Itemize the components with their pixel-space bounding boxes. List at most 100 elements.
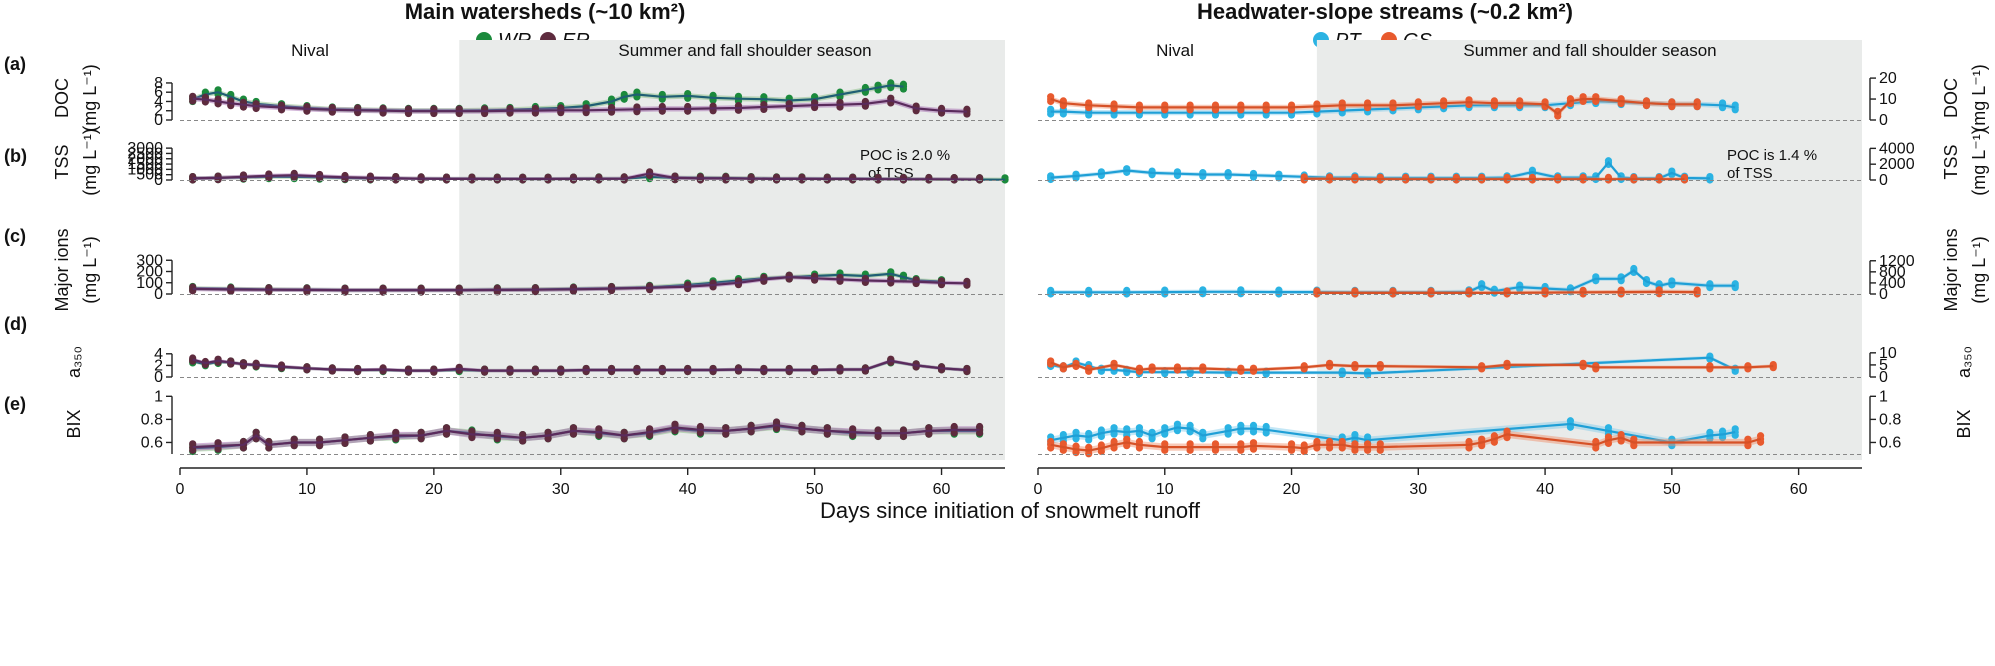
row-4-gs-median-line: [1050, 433, 1761, 452]
row-4-gs-point: [1161, 440, 1169, 448]
row-e-labels: (e) BIX BIX: [4, 394, 1974, 439]
row-4-pt-median-line: [1050, 422, 1736, 444]
row-a-ylabel-right: DOC: [1941, 78, 1961, 118]
row-4-gs-point: [1211, 446, 1220, 454]
row-4-pt-point: [1566, 417, 1575, 425]
row-4-pt-point: [1668, 442, 1676, 450]
row-2-right-ytick-label-0: 0: [1879, 286, 1888, 303]
row-4-er-point: [417, 435, 425, 443]
row-0-right-ytick-label-0: 0: [1879, 112, 1888, 129]
row-b-ylabel-left: TSS: [52, 144, 72, 179]
row-a-letter: (a): [4, 54, 26, 74]
row-2-pt-median-line: [1050, 269, 1736, 294]
row-1-left-ytick-label-3: 1500: [127, 156, 163, 173]
row-4-gs-point: [1186, 440, 1194, 448]
row-0-gs-point: [1554, 112, 1562, 120]
left-panel-title: Main watersheds (~10 km²): [405, 0, 686, 24]
row-b-letter: (b): [4, 146, 27, 166]
row-4-gs-point: [1465, 437, 1473, 446]
row-4-pt-point: [1262, 422, 1270, 431]
row-4-er-point: [747, 428, 755, 436]
row-0-right-ytick-label-2: 20: [1879, 70, 1897, 87]
row-4-er-point: [493, 435, 501, 443]
row-4-er-point: [925, 424, 933, 432]
row-4-gs-point: [1351, 446, 1359, 454]
row-0-left-ytick-label-3: 6: [154, 84, 163, 101]
row-4-er-point: [392, 428, 400, 436]
row-c-letter: (c): [4, 226, 26, 246]
row-1-wr-point: [1001, 176, 1009, 184]
row-1-right-ytick-label-2: 4000: [1879, 140, 1915, 157]
row-0-left-ytick-label-2: 4: [154, 93, 163, 110]
row-1-left-ytick-label-5: 2500: [127, 145, 163, 162]
row-4-er-point: [976, 422, 984, 431]
row-4-pt-point: [1135, 424, 1144, 432]
left-xtick-label-2: 20: [425, 481, 443, 498]
row-2-left-ytick-label-3: 300: [136, 252, 163, 269]
left-season-nival: Nival: [291, 41, 329, 60]
row-4-gs-point: [1364, 446, 1372, 454]
row-4-er-point: [316, 435, 324, 443]
row-4-gs-point: [1325, 444, 1334, 452]
row-4-er-point: [290, 435, 298, 443]
row-3-left-ytick-label-2: 4: [154, 346, 163, 363]
row-4-er-point: [646, 431, 654, 439]
row-4-pt-point: [1199, 435, 1207, 443]
row-0-left-ytick-label-1: 2: [154, 103, 163, 120]
left-season-shoulder: Summer and fall shoulder season: [618, 41, 871, 60]
row-a-units-left: (mg L⁻¹): [80, 64, 100, 132]
row-4-pt-point: [1110, 424, 1118, 432]
row-1-er-median-line: [192, 172, 980, 181]
row-4-er-point: [468, 434, 476, 442]
right-xtick-label-1: 10: [1156, 481, 1174, 498]
right-season-shoulder: Summer and fall shoulder season: [1463, 41, 1716, 60]
row-1-left-ytick-label-0: 0: [154, 172, 163, 189]
row-4-er-point: [569, 430, 578, 438]
row-4-er-point: [772, 418, 781, 426]
row-4-er-point: [620, 435, 628, 443]
row-4-pt-point: [1237, 421, 1245, 429]
row-e-ylabel-left: BIX: [64, 409, 84, 438]
row-4-gs-point: [1110, 437, 1118, 446]
row-4-gs-point: [1097, 447, 1105, 456]
right-xtick-label-5: 50: [1663, 481, 1681, 498]
row-4-gs-point: [1351, 440, 1359, 448]
row-4-er-point: [569, 424, 578, 432]
left-xtick-label-5: 50: [806, 481, 824, 498]
row-4-left-ytick-label-2: 1: [154, 388, 163, 405]
row-1-left-ytick-label-6: 3000: [127, 140, 163, 157]
row-4-pt-point: [1072, 428, 1080, 436]
row-4-pt-point: [1173, 420, 1182, 428]
row-4-er-point: [392, 435, 400, 443]
row-4-er-point: [899, 426, 908, 434]
row-4-pt-point: [1123, 425, 1131, 433]
row-4-pt-point: [1072, 435, 1080, 443]
row-0-right-ytick-label-1: 10: [1879, 91, 1897, 108]
row-4-gs-point: [1465, 444, 1473, 452]
row-4-pt-point: [1224, 430, 1232, 438]
row-4-gs-point: [1630, 442, 1638, 450]
row-4-pt-point: [1249, 428, 1258, 436]
row-3-er-median-line: [192, 358, 967, 372]
row-4-er-point: [519, 437, 527, 445]
row-3-right-ytick-label-1: 5: [1879, 357, 1888, 374]
row-4-wr-range-band: [192, 422, 980, 452]
row-4-gs-point: [1376, 440, 1384, 448]
row-4-right-ytick-label-2: 1: [1879, 388, 1888, 405]
row-c-ylabel-left: Major ions: [52, 228, 72, 311]
row-4-er-point: [595, 431, 603, 439]
row-4-gs-point: [1072, 442, 1080, 450]
row-4-pt-point: [1718, 434, 1727, 442]
row-4-gs-point: [1756, 432, 1765, 440]
row-4-pt-range-band: [1050, 420, 1736, 447]
row-4-gs-point: [1085, 450, 1093, 458]
row-d-letter: (d): [4, 314, 27, 334]
row-4-pt-point: [1085, 436, 1093, 444]
row-4-er-point: [468, 427, 476, 435]
row-4-left-ytick-label-1: 0.8: [141, 411, 163, 428]
row-4-er-point: [976, 429, 984, 437]
row-4-er-point: [925, 430, 933, 438]
row-4-er-point: [252, 428, 260, 436]
row-4-gs-point: [1300, 447, 1308, 456]
row-4-er-point: [899, 432, 908, 441]
